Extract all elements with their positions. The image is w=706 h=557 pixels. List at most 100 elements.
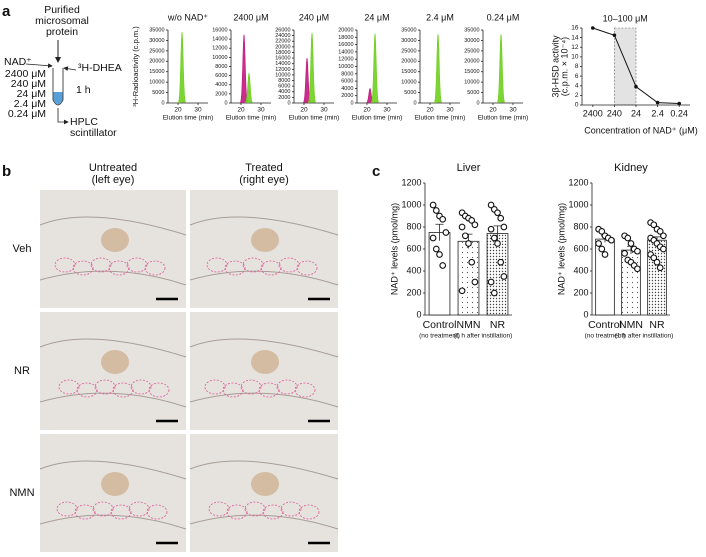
gland-outline	[298, 504, 320, 520]
tissue-texture	[189, 216, 339, 286]
x-tick-label: 0.24	[670, 108, 688, 118]
point	[612, 33, 617, 38]
y-tick-label: 800	[406, 221, 421, 231]
gland-outline	[108, 260, 130, 276]
y-tick-label: 20000	[401, 59, 416, 65]
micrograph	[39, 434, 187, 552]
chart-title: 240 μM	[299, 12, 329, 22]
y-tick-label: 2	[575, 92, 579, 99]
point	[677, 101, 681, 106]
arrow	[57, 108, 69, 125]
gland-outline	[240, 379, 262, 395]
micrograph	[39, 190, 187, 308]
column-header: (left eye)	[92, 174, 135, 186]
schematic-text: ³H-DHEA	[78, 62, 122, 74]
gland-outline	[278, 257, 300, 273]
y-tick-label: 18000	[275, 50, 290, 56]
chart-title: Kidney	[614, 162, 648, 174]
y-tick-label: 600	[573, 243, 588, 253]
column-header: Treated	[245, 162, 283, 174]
data-point	[487, 225, 495, 233]
x-tick-label: 30	[383, 107, 391, 114]
data-point	[653, 258, 661, 266]
data-point	[497, 258, 505, 266]
data-point	[461, 232, 469, 240]
row-label: NMN	[9, 487, 34, 499]
tissue-texture	[189, 460, 339, 530]
gland-outline	[76, 382, 98, 398]
gland-outline	[296, 260, 318, 276]
chart-title: 2.4 μM	[426, 12, 454, 22]
data-point	[608, 236, 615, 244]
x-tick-label: Control	[423, 319, 457, 331]
y-tick-label: 5000	[467, 90, 479, 96]
x-tick-label: 30	[320, 107, 328, 114]
data-point	[634, 265, 641, 273]
gland-outline	[148, 382, 170, 398]
y-tick-label: 4000	[278, 89, 290, 95]
x-tick-label: NR	[649, 319, 665, 331]
gland-outline	[72, 260, 94, 276]
data-point	[627, 240, 635, 247]
gland-outline	[58, 379, 80, 395]
gland-outline	[258, 382, 280, 398]
y-tick-label: 8000	[278, 78, 290, 84]
micrograph	[189, 190, 339, 308]
x-tick-label: 24	[631, 108, 641, 118]
tissue	[251, 228, 279, 252]
y-tick-label: 14000	[338, 49, 353, 55]
data-point	[650, 254, 658, 262]
x-tick-label: 30	[446, 107, 454, 114]
y-axis-label: NAD⁺ levels (pmol/mg)	[556, 203, 566, 295]
panel-label: c	[372, 163, 380, 180]
data-point	[500, 273, 508, 280]
y-tick-label: 35000	[464, 27, 479, 33]
tissue-texture	[39, 216, 187, 286]
y-tick-label: 0	[575, 102, 579, 109]
y-tick-label: 1200	[568, 177, 588, 187]
gland-outline	[204, 379, 226, 395]
x-axis-label: Elution time (min)	[289, 115, 340, 122]
data-point	[439, 262, 447, 269]
schematic-text: 1 h	[76, 84, 91, 96]
gland-outline	[128, 501, 150, 517]
y-tick-label: 20000	[275, 44, 290, 50]
data-point	[624, 234, 632, 242]
gland-outline	[74, 504, 96, 520]
schematic-text: NAD⁺	[4, 56, 32, 68]
x-tick-label: 20	[174, 107, 182, 114]
bar	[428, 232, 451, 316]
tissue-texture	[189, 338, 339, 408]
gland-outline	[206, 257, 228, 273]
category-note: (1 h after instillation)	[615, 333, 674, 340]
data-point	[660, 232, 667, 240]
gland-outline	[130, 379, 152, 395]
y-tick-label: 16000	[338, 42, 353, 48]
data-point	[442, 229, 450, 236]
y-tick-label: 0	[287, 100, 290, 106]
y-tick-label: 1000	[568, 199, 588, 209]
gland-outline	[112, 382, 134, 398]
y-tick-label: 0	[350, 100, 353, 106]
gland-outline	[244, 501, 266, 517]
gland-outline	[224, 260, 246, 276]
y-tick-label: 200	[406, 287, 421, 297]
point	[634, 84, 638, 89]
y-tick-label: 10000	[401, 80, 416, 86]
row-label: Veh	[13, 243, 32, 255]
peak	[178, 32, 186, 103]
y-axis-label: 3β-HSD activity	[550, 35, 560, 98]
data-point	[487, 278, 495, 286]
micrograph	[189, 312, 339, 430]
x-tick-label: 30	[509, 107, 517, 114]
data-point	[656, 264, 664, 272]
data-point	[660, 245, 667, 253]
x-axis-label: Concentration of NAD⁺ (μM)	[584, 125, 697, 135]
arrow	[25, 63, 53, 69]
y-tick-label: 10000	[149, 80, 164, 86]
y-tick-label: 14000	[212, 37, 227, 43]
gland-outline	[262, 504, 284, 520]
gland-outline	[110, 504, 132, 520]
concentration: 2.4 μM	[14, 98, 46, 110]
